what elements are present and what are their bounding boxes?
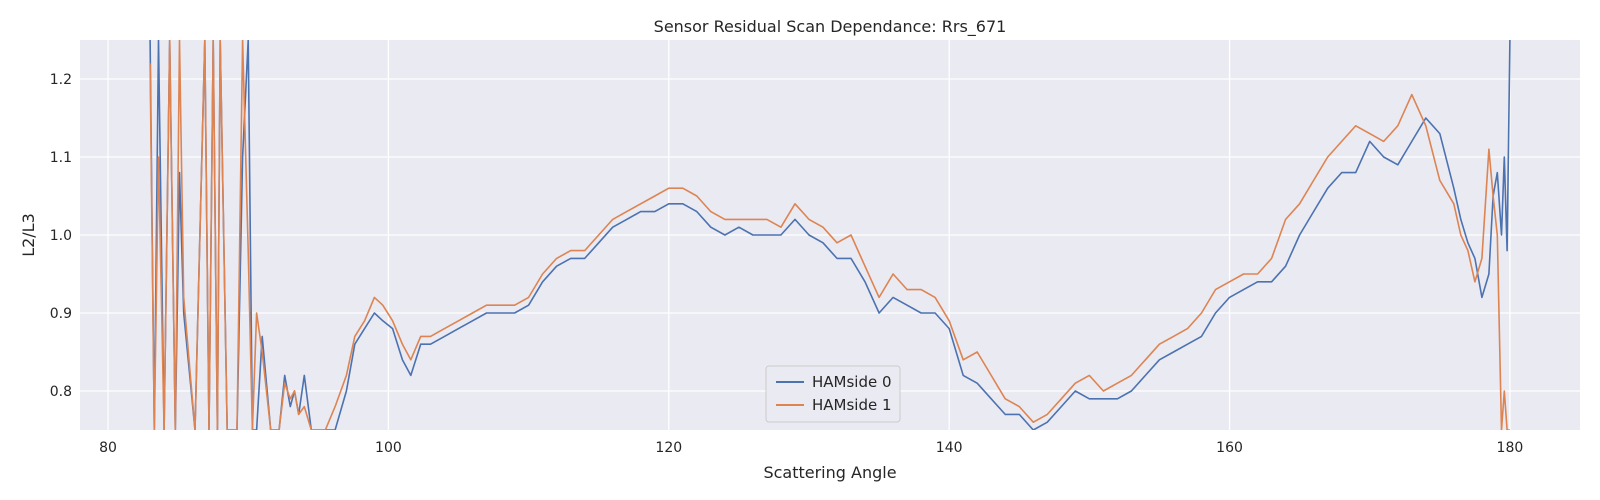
x-axis-title: Scattering Angle <box>763 463 896 482</box>
x-tick-label: 160 <box>1216 440 1243 456</box>
chart-title: Sensor Residual Scan Dependance: Rrs_671 <box>654 17 1007 37</box>
legend-label-0: HAMside 0 <box>812 373 892 391</box>
y-tick-label: 1.1 <box>50 150 72 166</box>
tick-labels: 80 100 120 140 160 180 0.8 0.9 1.0 1.1 1.2 <box>50 72 1524 456</box>
series-layer <box>149 40 1511 430</box>
legend-box <box>765 365 901 423</box>
legend-label-1: HAMside 1 <box>812 396 892 414</box>
y-tick-label: 0.8 <box>50 384 72 400</box>
y-tick-label: 1.0 <box>50 228 72 244</box>
x-tick-label: 140 <box>936 440 963 456</box>
y-tick-label: 0.9 <box>50 306 72 322</box>
x-tick-label: 80 <box>99 440 117 456</box>
grid <box>80 40 1580 430</box>
series-line-1 <box>149 40 1510 430</box>
x-tick-label: 100 <box>375 440 402 456</box>
y-axis-title: L2/L3 <box>19 213 38 257</box>
y-tick-label: 1.2 <box>50 72 72 88</box>
legend: HAMside 0 HAMside 1 <box>765 365 901 423</box>
x-tick-label: 180 <box>1497 440 1524 456</box>
x-tick-label: 120 <box>655 440 682 456</box>
